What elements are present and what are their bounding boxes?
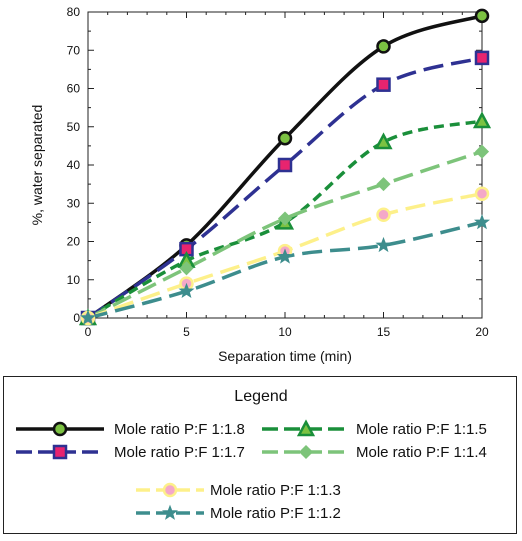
data-point [277,157,293,173]
x-tick-label: 20 [475,325,489,339]
data-point [474,186,490,201]
legend-swatch-marker [298,444,314,460]
y-tick-label: 40 [67,158,81,172]
y-tick-label: 10 [67,273,81,287]
y-axis-label: %, water separated [29,105,45,226]
legend-swatch-marker [52,444,68,460]
data-point [79,309,97,325]
data-point [473,213,491,230]
legend-entry: Mole ratio P:F 1:1.8 [16,421,245,438]
line-chart: 0 10 20 30 40 50 60 70 80 0 5 10 15 20 Separation tim… [29,5,492,364]
legend: Legend Mole ratio P:F 1:1.8 Mole ratio P:… [3,376,517,534]
legend-entry: Mole ratio P:F 1:1.7 [16,444,245,461]
y-tick-label: 80 [67,5,81,19]
legend-entry: Mole ratio P:F 1:1.2 [136,504,341,522]
data-point [376,77,391,92]
legend-swatch-marker [162,482,178,498]
legend-entry: Mole ratio P:F 1:1.4 [262,444,487,461]
data-point [376,177,391,192]
legend-title: Legend [234,388,287,405]
data-point [376,207,391,222]
data-point [374,132,393,150]
legend-entry: Mole ratio P:F 1:1.3 [136,482,341,499]
y-tick-label: 20 [67,235,81,249]
data-point [276,248,294,264]
legend-items: Mole ratio P:F 1:1.8 Mole ratio P:F 1:1.7… [16,419,487,522]
series-6 [87,220,483,320]
data-point [375,236,392,253]
data-point [376,39,391,54]
x-tick-label: 0 [85,325,92,339]
legend-swatch-marker [296,419,316,437]
series-4 [87,149,483,320]
legend-label: Mole ratio P:F 1:1.2 [210,505,341,522]
data-point [474,144,490,159]
axes: 0 10 20 30 40 50 60 70 80 0 5 10 15 20 [67,5,489,339]
data-point [472,111,492,129]
legend-label: Mole ratio P:F 1:1.8 [114,421,245,438]
x-tick-label: 15 [377,325,391,339]
legend-entry: Mole ratio P:F 1:1.5 [262,419,487,438]
series-line [87,149,483,320]
data-point [179,261,194,276]
data-point [277,211,293,226]
data-point [474,50,490,66]
x-axis-label: Separation time (min) [218,348,352,364]
y-tick-label: 0 [73,311,80,325]
data-point [277,130,293,146]
series-line [86,56,483,320]
legend-label: Mole ratio P:F 1:1.7 [114,444,245,461]
legend-label: Mole ratio P:F 1:1.5 [356,421,487,438]
x-tick-label: 10 [278,325,292,339]
legend-label: Mole ratio P:F 1:1.4 [356,444,487,461]
series-line [87,220,483,320]
legend-swatch-marker [161,504,179,520]
series-2 [86,56,483,320]
y-tick-label: 70 [67,43,81,57]
legend-swatch-marker [52,421,68,437]
y-tick-label: 50 [67,120,81,134]
legend-label: Mole ratio P:F 1:1.3 [210,482,341,499]
data-point [474,8,490,24]
data-point [178,282,195,299]
series-group [78,8,492,326]
x-tick-label: 5 [183,325,190,339]
series-6-markers [79,213,491,325]
y-tick-label: 30 [67,196,81,210]
y-tick-label: 60 [67,82,81,96]
